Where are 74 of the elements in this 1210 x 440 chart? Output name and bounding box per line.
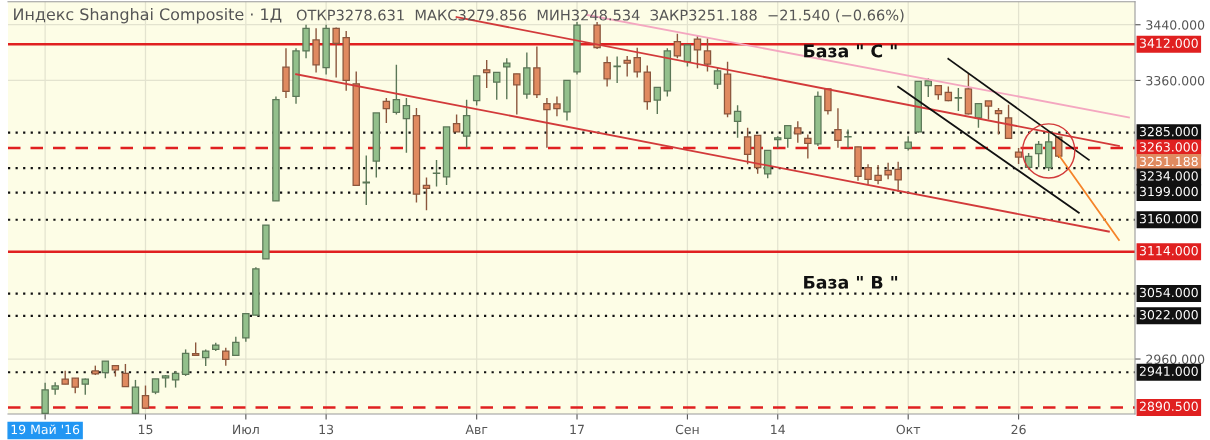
candlestick <box>603 55 611 88</box>
candlestick <box>653 86 662 115</box>
candlestick <box>693 34 702 69</box>
ref-line-label: 3022.000 <box>1139 310 1198 320</box>
chart-subtitle: ОТКР3278.631 МАКС3279.856 МИН3248.534 ЗАКР3251.188 −21.540 (−0.66%) <box>296 9 904 23</box>
x-tick-label: 13 <box>319 424 334 435</box>
ref-line-label: 3160.000 <box>1139 213 1198 224</box>
candlestick <box>543 97 551 149</box>
x-tick-label: Окт <box>896 424 921 435</box>
candlestick <box>673 33 682 59</box>
candlestick <box>794 120 802 144</box>
candlestick <box>683 44 692 68</box>
candlestick <box>302 24 310 59</box>
candlestick <box>553 95 561 117</box>
y-tick-label: 3360.000 <box>1146 75 1205 86</box>
x-tick-label: 15 <box>138 424 153 435</box>
candlestick <box>121 363 130 388</box>
candlestick <box>382 97 391 124</box>
candlestick <box>422 176 431 211</box>
candlestick <box>181 348 190 377</box>
annotation: База " С " <box>804 44 897 58</box>
candlestick <box>1034 140 1043 169</box>
candlestick <box>804 133 812 160</box>
candlestick <box>984 100 993 121</box>
candlestick <box>332 26 340 79</box>
x-tick-label: 14 <box>771 424 785 434</box>
x-tick-label: 26 <box>1011 424 1026 435</box>
candlestick <box>141 384 150 409</box>
candlestick <box>834 107 842 149</box>
candlestick <box>994 107 1003 136</box>
candlestick <box>954 87 963 112</box>
ref-line-label: 3285.000 <box>1139 126 1198 137</box>
candlestick <box>703 37 712 73</box>
candlestick <box>633 46 641 79</box>
annotation: База " В " <box>804 275 898 289</box>
y-tick-label: 2960.000 <box>1146 354 1205 364</box>
chart-title: Индекс Shanghai Composite · 1Д <box>14 7 282 24</box>
x-tick-label: Июл <box>233 424 259 435</box>
candlestick <box>432 159 441 188</box>
candlestick <box>623 55 631 78</box>
candlestick <box>392 64 401 116</box>
x-tick-label: Сен <box>675 424 699 435</box>
candlestick <box>503 57 511 101</box>
x-tick-label: Авг <box>465 424 488 434</box>
candlestick <box>713 66 722 90</box>
candlestick <box>41 382 49 415</box>
ref-line-label: 3412.000 <box>1139 38 1198 48</box>
candlestick <box>844 128 852 149</box>
candlestick <box>232 336 240 357</box>
ref-line-label: 3199.000 <box>1139 186 1198 197</box>
ref-line-label: 3263.000 <box>1139 142 1198 152</box>
candlestick <box>593 21 601 50</box>
candlestick <box>824 88 832 116</box>
candlestick <box>462 98 471 149</box>
ref-line-label: 3114.000 <box>1139 245 1198 256</box>
x-tick-label: 17 <box>570 424 584 434</box>
candlestick <box>743 127 752 166</box>
candlestick <box>864 163 872 185</box>
annotation: 3251.188 <box>1139 156 1198 167</box>
candlestick <box>492 71 501 101</box>
ref-line-label: 3234.000 <box>1139 171 1198 181</box>
ref-line-label: 3054.000 <box>1139 287 1198 298</box>
y-tick-label: 3440.000 <box>1146 20 1205 30</box>
ref-line-label: 2941.000 <box>1139 366 1198 376</box>
candlestick <box>402 97 411 154</box>
ref-line-label: 2890.500 <box>1139 401 1198 412</box>
candlestick <box>874 164 882 185</box>
candlestick <box>784 124 792 149</box>
candlestick <box>482 59 491 89</box>
candlestick <box>513 73 521 116</box>
candlestick <box>894 161 902 193</box>
candlestick <box>362 154 371 206</box>
candlestick <box>733 104 742 139</box>
x-tick-label: 19 Май '16 <box>11 424 80 435</box>
